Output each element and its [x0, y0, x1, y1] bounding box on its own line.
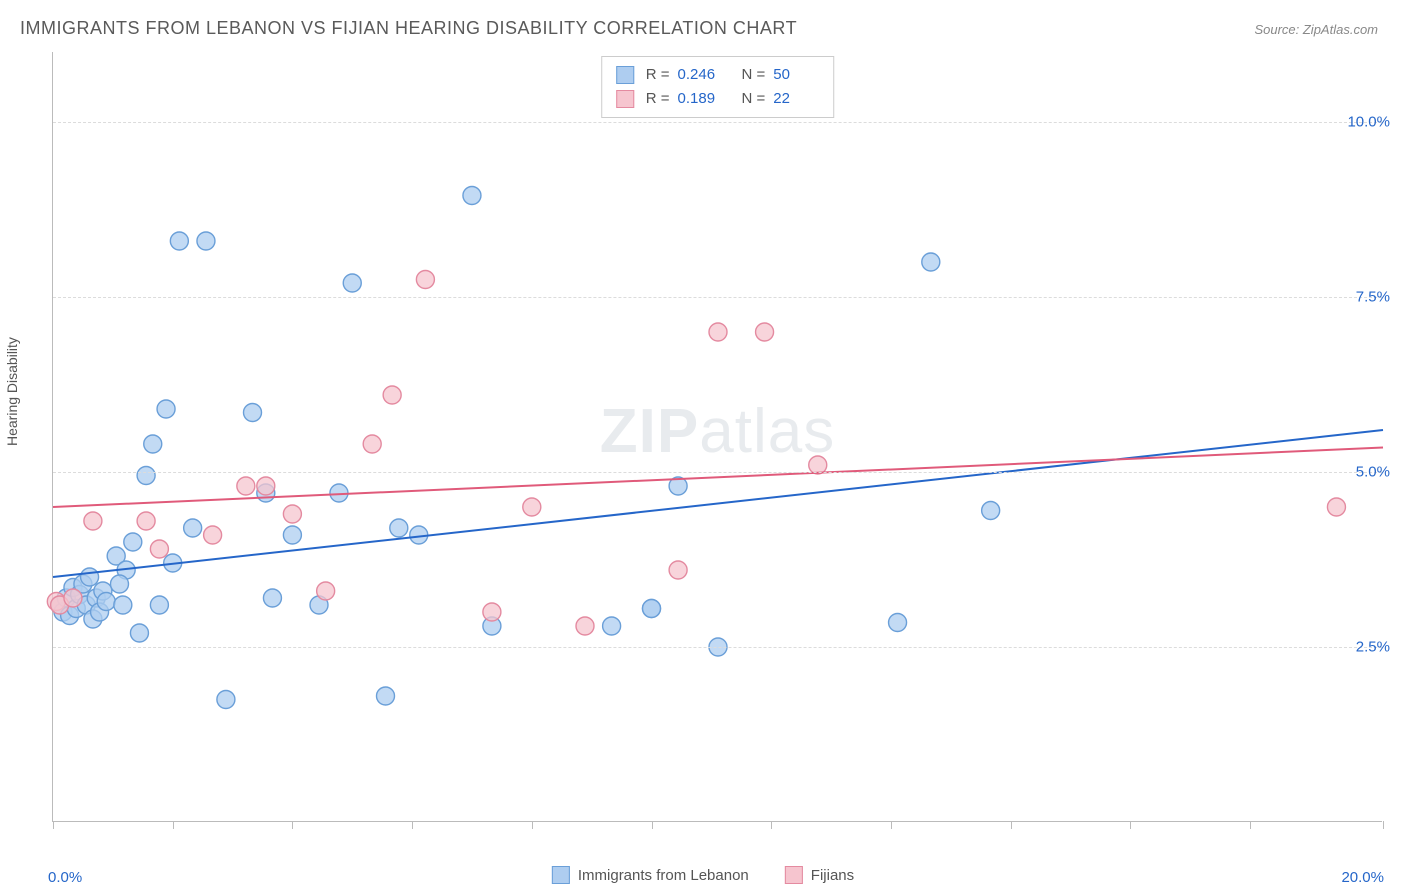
bottom-legend-fijians: Fijians	[785, 866, 854, 884]
data-point	[137, 512, 155, 530]
data-point	[1327, 498, 1345, 516]
swatch-fijians-icon	[785, 866, 803, 884]
data-point	[217, 691, 235, 709]
bottom-legend: Immigrants from Lebanon Fijians	[552, 866, 854, 884]
data-point	[343, 274, 361, 292]
data-point	[114, 596, 132, 614]
data-point	[184, 519, 202, 537]
data-point	[81, 568, 99, 586]
trend-line	[53, 430, 1383, 577]
data-point	[363, 435, 381, 453]
data-point	[283, 505, 301, 523]
data-point	[383, 386, 401, 404]
y-tick-label: 7.5%	[1356, 289, 1390, 306]
data-point	[709, 323, 727, 341]
data-point	[263, 589, 281, 607]
data-point	[283, 526, 301, 544]
data-point	[257, 477, 275, 495]
data-point	[124, 533, 142, 551]
data-point	[97, 593, 115, 611]
data-point	[170, 232, 188, 250]
data-point	[523, 498, 541, 516]
data-point	[416, 271, 434, 289]
source-attribution: Source: ZipAtlas.com	[1254, 22, 1378, 37]
bottom-legend-lebanon: Immigrants from Lebanon	[552, 866, 749, 884]
bottom-legend-fijians-label: Fijians	[811, 867, 854, 884]
data-point	[377, 687, 395, 705]
data-point	[64, 589, 82, 607]
data-point	[889, 614, 907, 632]
data-point	[130, 624, 148, 642]
data-point	[84, 512, 102, 530]
data-point	[150, 596, 168, 614]
data-point	[150, 540, 168, 558]
chart-title: IMMIGRANTS FROM LEBANON VS FIJIAN HEARIN…	[20, 18, 797, 39]
data-point	[669, 561, 687, 579]
data-point	[317, 582, 335, 600]
data-point	[390, 519, 408, 537]
y-axis-label: Hearing Disability	[4, 337, 20, 446]
data-point	[237, 477, 255, 495]
data-point	[197, 232, 215, 250]
data-point	[576, 617, 594, 635]
trend-line	[53, 448, 1383, 508]
data-point	[483, 603, 501, 621]
data-point	[982, 502, 1000, 520]
data-point	[603, 617, 621, 635]
swatch-lebanon-icon	[552, 866, 570, 884]
data-point	[463, 187, 481, 205]
y-tick-label: 2.5%	[1356, 639, 1390, 656]
data-point	[643, 600, 661, 618]
plot-area: ZIPatlas R = 0.246 N = 50 R = 0.189 N = …	[52, 52, 1382, 822]
data-point	[157, 400, 175, 418]
data-point	[204, 526, 222, 544]
x-tick-label-min: 0.0%	[48, 869, 82, 886]
data-point	[922, 253, 940, 271]
chart-svg	[53, 52, 1382, 821]
data-point	[111, 575, 129, 593]
data-point	[756, 323, 774, 341]
data-point	[137, 467, 155, 485]
data-point	[144, 435, 162, 453]
y-tick-label: 10.0%	[1347, 114, 1390, 131]
x-tick-label-max: 20.0%	[1341, 869, 1384, 886]
y-tick-label: 5.0%	[1356, 464, 1390, 481]
data-point	[244, 404, 262, 422]
bottom-legend-lebanon-label: Immigrants from Lebanon	[578, 867, 749, 884]
